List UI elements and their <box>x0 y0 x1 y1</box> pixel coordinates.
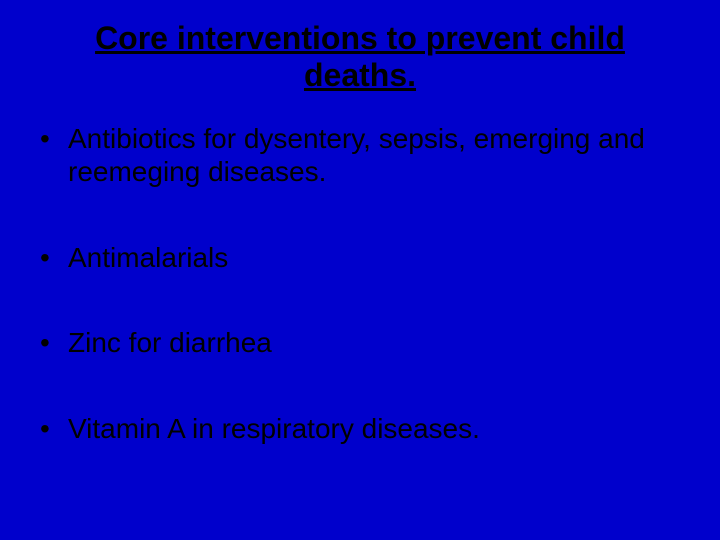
slide-title: Core interventions to prevent child deat… <box>40 20 680 94</box>
slide: Core interventions to prevent child deat… <box>0 0 720 540</box>
list-item: Antimalarials <box>40 241 680 275</box>
list-item: Zinc for diarrhea <box>40 326 680 360</box>
list-item: Vitamin A in respiratory diseases. <box>40 412 680 446</box>
bullet-list: Antibiotics for dysentery, sepsis, emerg… <box>40 122 680 446</box>
list-item: Antibiotics for dysentery, sepsis, emerg… <box>40 122 680 189</box>
